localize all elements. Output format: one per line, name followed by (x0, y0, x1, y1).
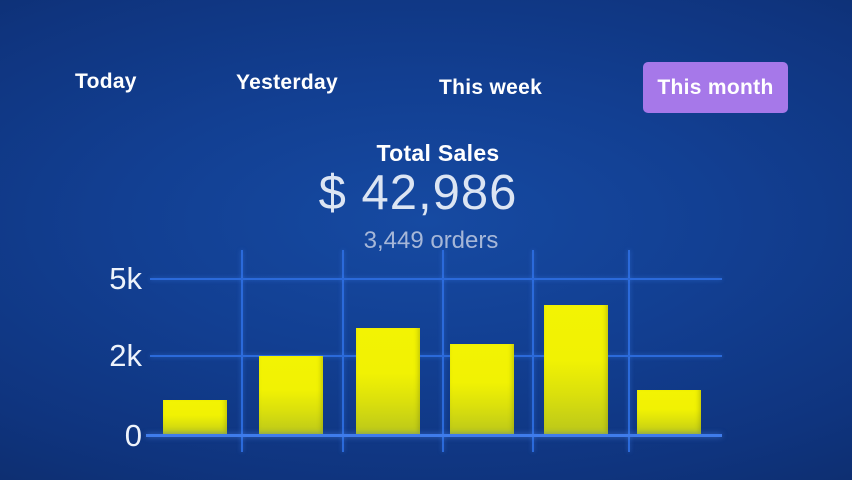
y-axis-tick-label: 0 (124, 418, 142, 453)
tab-this-week[interactable]: This week (439, 76, 543, 99)
total-sales-title: Total Sales (376, 140, 500, 166)
total-sales-amount: $ 42,986 (318, 166, 518, 220)
horizontal-gridline (150, 278, 722, 280)
orders-count: 3,449 orders (363, 227, 499, 254)
sales-bar (637, 390, 701, 436)
y-axis-tick-label: 2k (109, 338, 142, 373)
sales-bar (259, 356, 323, 436)
vertical-gridline (628, 250, 630, 452)
horizontal-gridline (150, 355, 722, 357)
x-axis-baseline (146, 434, 722, 437)
sales-bar (544, 304, 608, 436)
vertical-gridline (442, 250, 444, 452)
tab-today[interactable]: Today (75, 70, 137, 93)
sales-bar (356, 327, 420, 436)
vertical-gridline (532, 250, 534, 452)
tab-yesterday[interactable]: Yesterday (236, 71, 338, 94)
sales-bar (163, 400, 227, 436)
tab-this-month-active-button[interactable]: This month (643, 62, 788, 113)
vertical-gridline (342, 250, 344, 452)
sales-bar (450, 344, 514, 436)
y-axis-tick-label: 5k (109, 261, 142, 296)
vertical-gridline (241, 250, 243, 452)
